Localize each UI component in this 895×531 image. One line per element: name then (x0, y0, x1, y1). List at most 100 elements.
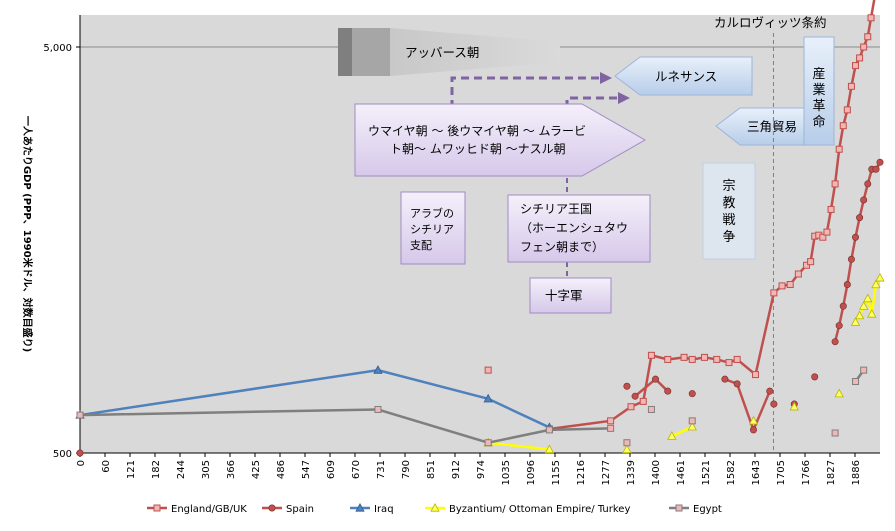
series-1 (76, 158, 884, 457)
data-point (622, 444, 632, 454)
series-3 (483, 272, 885, 454)
data-point (688, 390, 696, 398)
data-point (835, 145, 843, 153)
triangular-trade-callout: 三角貿易 (715, 107, 819, 146)
data-point (843, 106, 851, 114)
data-point (867, 14, 875, 22)
data-point (856, 54, 864, 62)
data-point (786, 281, 794, 289)
data-point (688, 417, 696, 425)
data-point (544, 444, 555, 454)
renaissance-label: ルネサンス (655, 69, 717, 84)
x-tick-label: 912 (451, 460, 462, 479)
data-point (623, 382, 631, 390)
crusades-box: 十字軍 (529, 277, 612, 314)
legend-label: Egypt (693, 504, 722, 515)
data-point (664, 387, 672, 395)
x-tick-label: 1461 (676, 460, 687, 485)
industrial-revolution-label: 産業革命 (812, 66, 825, 130)
y-axis-label: 一人あたりGDP (PPP、1990米ドル、対数目盛り) (21, 116, 34, 352)
data-point (721, 375, 729, 383)
data-point (770, 289, 778, 297)
data-point (607, 424, 615, 432)
x-tick-label: 121 (126, 460, 137, 479)
data-point (725, 359, 733, 367)
religious-wars-label: 宗教戦争 (722, 178, 735, 245)
data-point (834, 388, 844, 398)
data-point (667, 431, 677, 440)
sicily-kingdom-box: シチリア王国（ホーエンシュタウフェン朝まで） (507, 194, 651, 263)
x-tick-label: 790 (401, 460, 412, 479)
x-tick-label: 0 (76, 460, 87, 466)
crusades-label: 十字軍 (545, 288, 583, 303)
data-point (631, 392, 639, 400)
data-point (860, 196, 868, 204)
data-point (859, 301, 869, 310)
x-tick-label: 1766 (801, 460, 812, 485)
data-point (831, 338, 839, 346)
data-point (647, 351, 655, 359)
data-point (484, 366, 492, 374)
data-point (863, 293, 873, 303)
x-tick-label: 1705 (776, 460, 787, 485)
sicily-kingdom-label: シチリア王国（ホーエンシュタウフェン朝まで） (520, 202, 628, 254)
data-point (700, 353, 708, 361)
data-point (545, 426, 553, 434)
series-line (79, 368, 550, 429)
data-point (713, 355, 721, 363)
series-line (724, 378, 771, 434)
data-point (839, 122, 847, 130)
x-tick-label: 1339 (626, 460, 637, 485)
legend-label: Byzantium/ Ottoman Empire/ Turkey (449, 504, 630, 515)
series-4 (76, 366, 868, 447)
x-tick-label: 974 (476, 460, 487, 479)
x-tick-label: 1521 (701, 460, 712, 485)
data-point (847, 82, 855, 90)
series-layer (75, 0, 885, 457)
x-tick-label: 547 (301, 460, 312, 479)
data-point (860, 43, 868, 51)
series-0 (484, 0, 876, 433)
data-point (819, 233, 827, 241)
data-point (803, 261, 811, 269)
x-tick-label: 182 (151, 460, 162, 479)
data-point (748, 415, 759, 425)
data-point (827, 205, 835, 213)
x-ticks: 0 60 121 182 244 305 366 425 486 547 609 670 731 790 8… (76, 453, 862, 485)
x-tick-label: 731 (376, 460, 387, 479)
renaissance-callout: ルネサンス (614, 56, 753, 96)
data-point (373, 365, 383, 374)
data-point (794, 270, 802, 278)
legend-label: Iraq (374, 504, 394, 515)
y-tick-label: 5,000 (43, 43, 72, 54)
data-point (680, 353, 688, 361)
x-tick-label: 1886 (851, 460, 862, 485)
data-point (647, 405, 655, 413)
data-point (839, 302, 847, 310)
data-point (374, 405, 382, 413)
x-tick-label: 1035 (501, 460, 512, 485)
data-point (831, 429, 839, 437)
y-tick-label: 500 (53, 449, 72, 460)
data-point (752, 371, 760, 379)
triangular-trade-label: 三角貿易 (747, 119, 797, 134)
x-tick-label: 1216 (576, 460, 587, 485)
data-point (852, 233, 860, 241)
umayyad-label-line2: ト朝〜 ムワッヒド朝 〜ナスル朝 (390, 142, 566, 156)
religious-wars-box: 宗教戦争 (702, 162, 756, 260)
data-point (856, 214, 864, 222)
data-point (871, 279, 881, 289)
legend-swatch-marker (355, 502, 365, 512)
x-tick-label: 425 (251, 460, 262, 479)
data-point (872, 165, 880, 173)
x-tick-label: 1582 (726, 460, 737, 485)
x-tick-label: 244 (176, 460, 187, 479)
legend-swatch-marker (268, 504, 276, 512)
x-tick-label: 1096 (526, 460, 537, 485)
x-tick-label: 1155 (551, 460, 562, 485)
data-point (778, 282, 786, 290)
data-point (864, 33, 872, 41)
umayyad-label: ウマイヤ朝 〜 後ウマイヤ朝 〜 ムラービ ト朝〜 ムワッヒド朝 〜ナスル朝 (368, 124, 590, 156)
legend-swatch-marker (153, 504, 161, 512)
